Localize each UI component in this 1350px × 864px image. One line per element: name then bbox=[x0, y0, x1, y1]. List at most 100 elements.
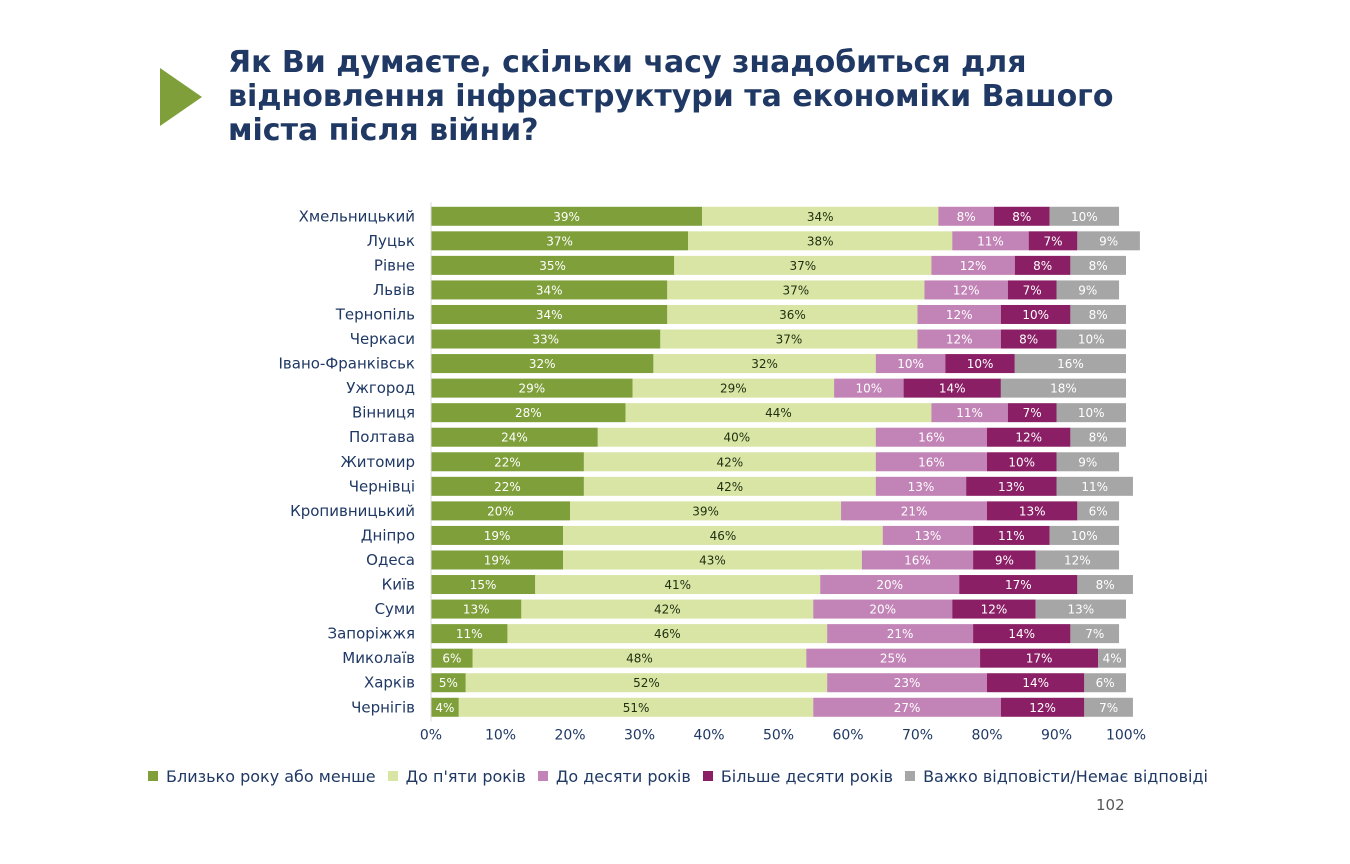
legend-label: Близько року або менше bbox=[166, 766, 376, 786]
data-label: 6% bbox=[442, 652, 461, 666]
data-label: 13% bbox=[1019, 504, 1046, 518]
bar-segment bbox=[431, 624, 508, 644]
data-label: 22% bbox=[494, 455, 521, 469]
data-label: 12% bbox=[1029, 701, 1056, 715]
data-label: 13% bbox=[908, 480, 935, 494]
bar-segment bbox=[1084, 673, 1126, 693]
data-label: 37% bbox=[776, 333, 803, 347]
category-label: Івано-Франківськ bbox=[278, 355, 415, 373]
bar-segment bbox=[861, 550, 974, 570]
stacked-bar-chart: Хмельницький 39% 34% 8% 8% 10% Луцьк 37% 38% 11% 7… bbox=[278, 202, 1146, 744]
data-label: 7% bbox=[1085, 627, 1104, 641]
data-label: 8% bbox=[1089, 308, 1108, 322]
bar-segment bbox=[465, 673, 828, 693]
bar-segment bbox=[903, 378, 1001, 398]
data-label: 20% bbox=[876, 578, 903, 592]
bar-segment bbox=[966, 476, 1057, 496]
data-label: 21% bbox=[887, 627, 914, 641]
category-label: Тернопіль bbox=[335, 305, 415, 323]
category-label: Кропивницький bbox=[290, 502, 415, 520]
data-label: 36% bbox=[779, 308, 806, 322]
category-label: Одеса bbox=[366, 551, 415, 569]
category-label: Вінниця bbox=[352, 404, 415, 422]
data-label: 19% bbox=[484, 529, 511, 543]
bar-segment bbox=[431, 599, 522, 619]
data-label: 12% bbox=[960, 259, 987, 273]
data-label: 22% bbox=[494, 480, 521, 494]
data-label: 37% bbox=[783, 283, 810, 297]
x-tick-label: 0% bbox=[420, 728, 442, 744]
bar-segment bbox=[987, 501, 1078, 521]
data-label: 12% bbox=[946, 333, 973, 347]
legend-item: До десяти років bbox=[537, 767, 691, 786]
data-label: 39% bbox=[553, 210, 580, 224]
category-label: Луцьк bbox=[367, 232, 415, 250]
data-label: 11% bbox=[956, 406, 983, 420]
bar-segment bbox=[1070, 427, 1126, 447]
data-label: 34% bbox=[536, 308, 563, 322]
bar-segment bbox=[1070, 255, 1126, 275]
data-label: 10% bbox=[1078, 333, 1105, 347]
data-label: 32% bbox=[751, 357, 778, 371]
bar-segment bbox=[827, 624, 974, 644]
data-label: 4% bbox=[435, 701, 454, 715]
legend-swatch bbox=[702, 771, 713, 781]
bar-segment bbox=[431, 427, 598, 447]
x-tick-label: 50% bbox=[763, 728, 794, 744]
bar-segment bbox=[431, 206, 703, 226]
bar-segment bbox=[431, 575, 536, 595]
bar-segment bbox=[973, 624, 1071, 644]
data-label: 27% bbox=[894, 701, 921, 715]
bar-segment bbox=[667, 280, 925, 300]
bar-segment bbox=[632, 378, 835, 398]
bar-segment bbox=[834, 378, 904, 398]
data-label: 8% bbox=[1012, 210, 1031, 224]
data-label: 12% bbox=[1015, 431, 1042, 445]
x-tick-label: 40% bbox=[693, 728, 724, 744]
bar-segment bbox=[1056, 452, 1120, 472]
bar-segment bbox=[653, 354, 876, 374]
data-label: 8% bbox=[1089, 259, 1108, 273]
data-label: 28% bbox=[515, 406, 542, 420]
bar-segment bbox=[660, 329, 918, 349]
data-label: 10% bbox=[1022, 308, 1049, 322]
data-label: 10% bbox=[1071, 210, 1098, 224]
category-label: Миколаїв bbox=[342, 649, 415, 667]
bar-segment bbox=[1000, 378, 1126, 398]
bar-segment bbox=[875, 452, 987, 472]
category-label: Суми bbox=[375, 600, 415, 618]
page-number: 102 bbox=[1096, 796, 1125, 814]
data-label: 7% bbox=[1023, 283, 1042, 297]
data-label: 11% bbox=[998, 529, 1025, 543]
bar-segment bbox=[875, 476, 967, 496]
x-tick-label: 30% bbox=[624, 728, 655, 744]
bar-segment bbox=[987, 452, 1057, 472]
data-label: 7% bbox=[1023, 406, 1042, 420]
data-label: 12% bbox=[981, 603, 1008, 617]
data-label: 14% bbox=[1022, 676, 1049, 690]
data-label: 15% bbox=[470, 578, 497, 592]
data-label: 37% bbox=[789, 259, 816, 273]
category-label: Чернігів bbox=[351, 698, 415, 716]
data-label: 42% bbox=[654, 603, 681, 617]
category-label: Житомир bbox=[341, 453, 415, 471]
bar-segment bbox=[820, 575, 960, 595]
bar-segment bbox=[431, 673, 466, 693]
data-label: 19% bbox=[484, 553, 511, 567]
bar-segment bbox=[980, 648, 1099, 668]
data-label: 10% bbox=[897, 357, 924, 371]
data-label: 11% bbox=[977, 234, 1004, 248]
data-label: 7% bbox=[1099, 701, 1118, 715]
bar-segment bbox=[431, 697, 459, 717]
bar-segment bbox=[458, 697, 814, 717]
category-label: Дніпро bbox=[361, 526, 415, 544]
bar-segment bbox=[827, 673, 987, 693]
bar-segment bbox=[431, 329, 661, 349]
data-label: 23% bbox=[894, 676, 921, 690]
bar-segment bbox=[431, 501, 570, 521]
data-label: 46% bbox=[654, 627, 681, 641]
bar-segment bbox=[583, 452, 876, 472]
data-label: 10% bbox=[1008, 455, 1035, 469]
bar-segment bbox=[1056, 403, 1126, 423]
category-label: Харків bbox=[364, 674, 415, 692]
